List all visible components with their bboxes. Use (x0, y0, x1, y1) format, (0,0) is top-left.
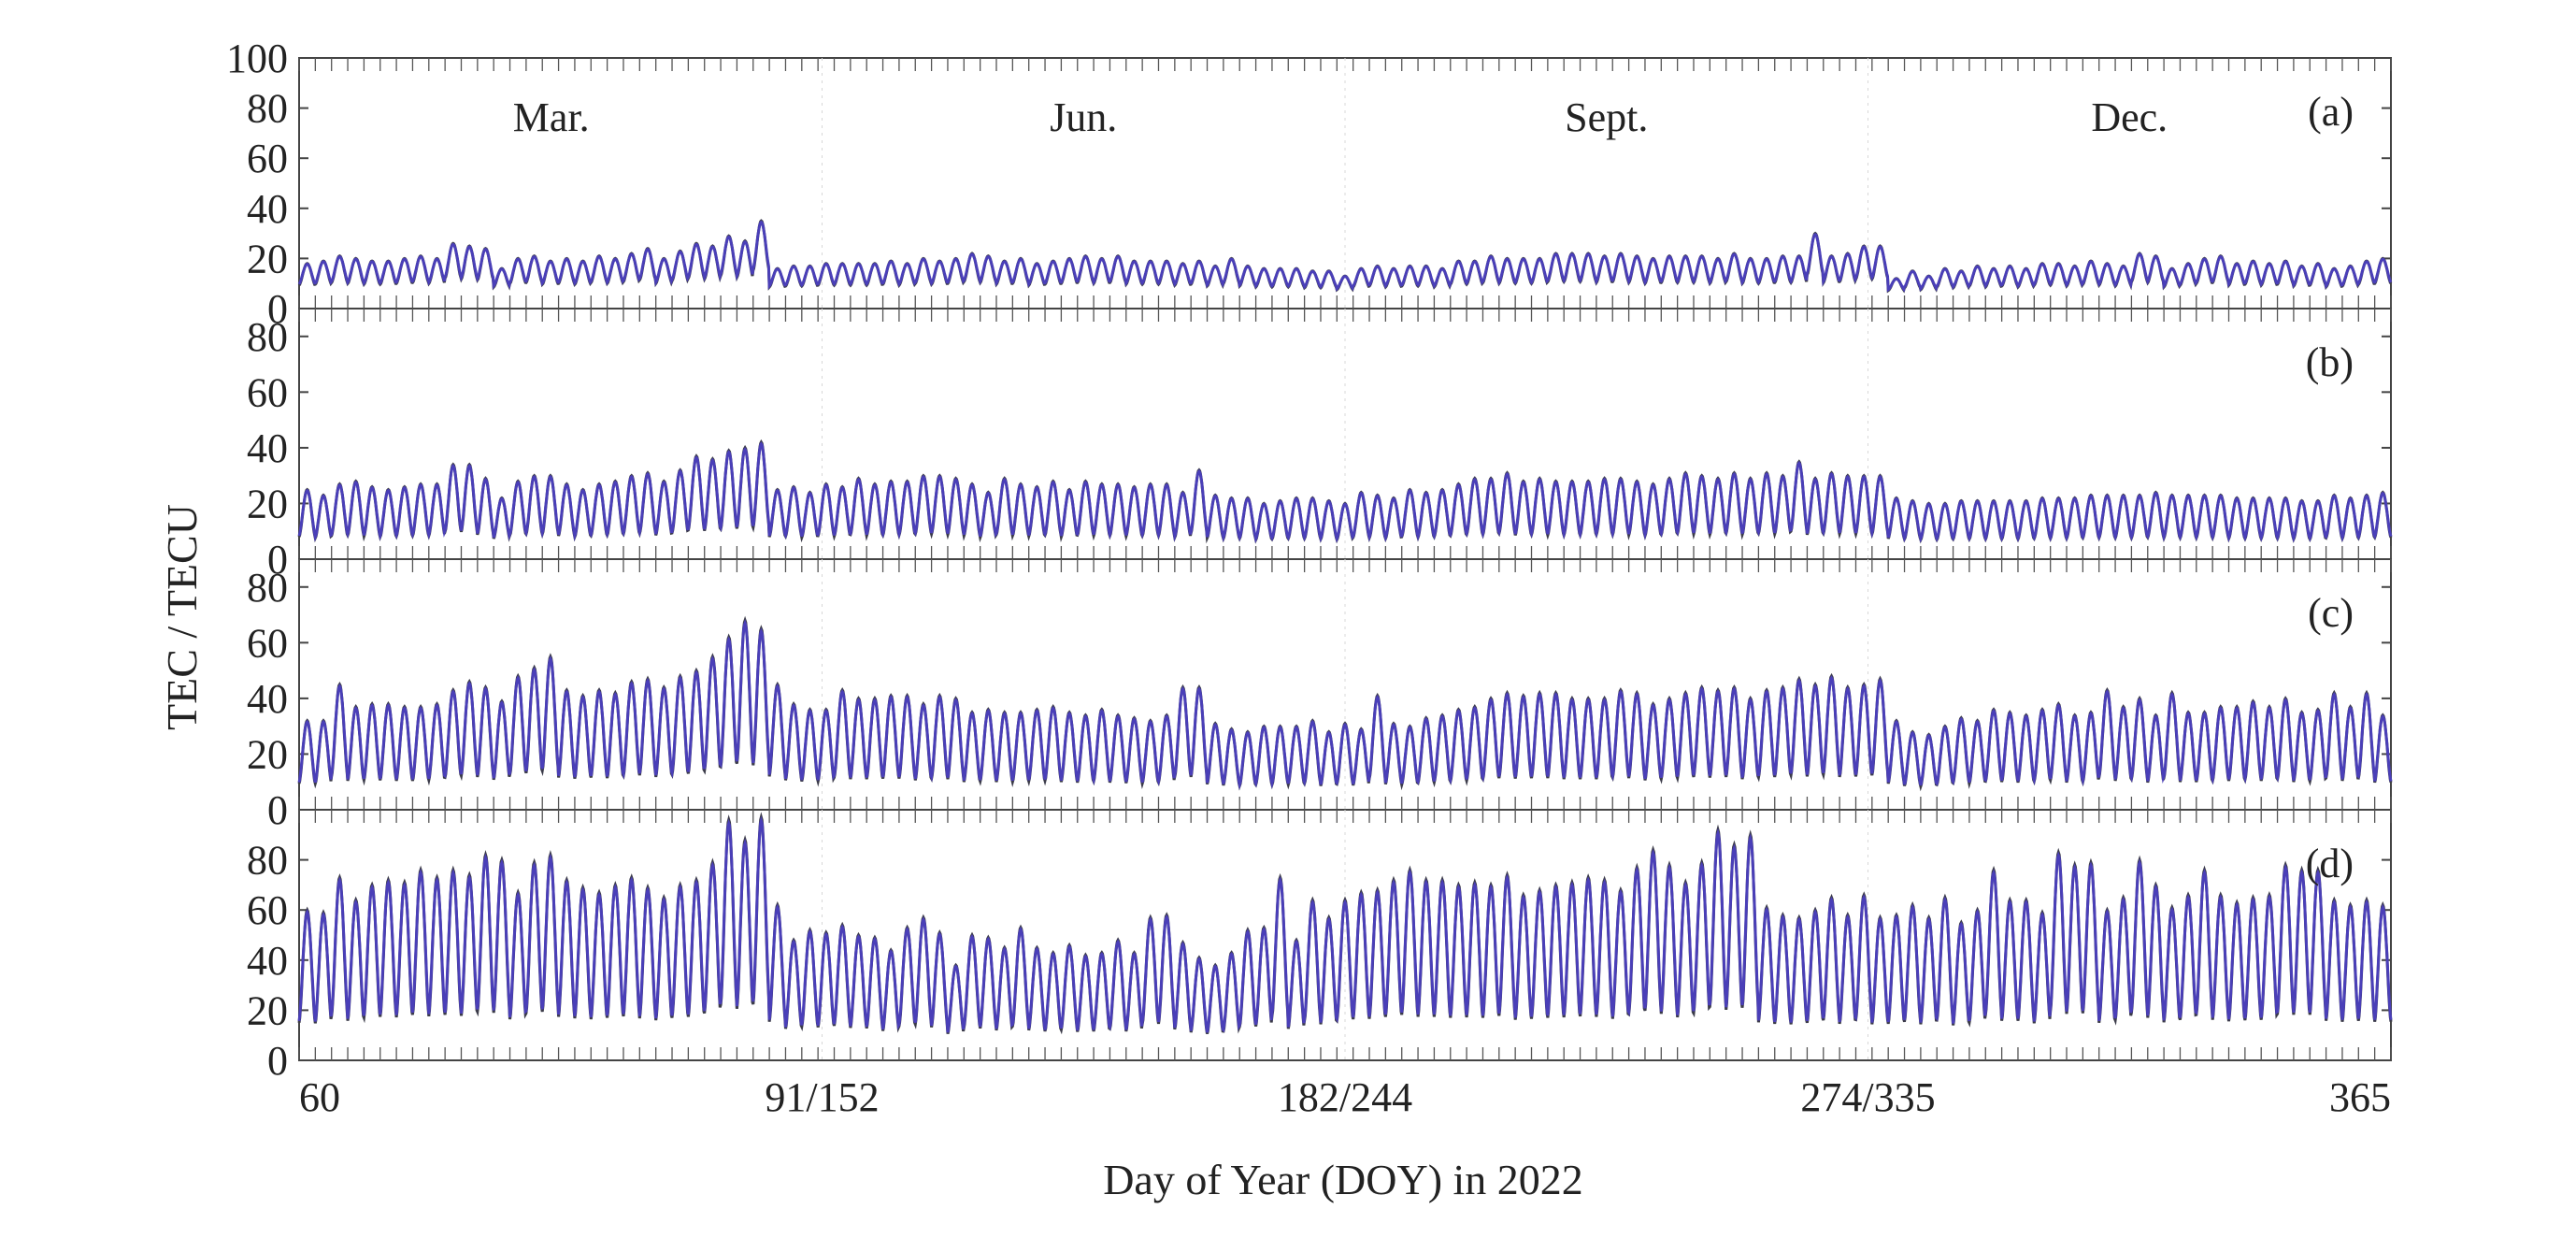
series-model (297, 220, 2393, 293)
x-axis: Day of Year (DOY) in 2022 60 91/152 182/24… (299, 1074, 2391, 1203)
panel-b: 0 20 40 60 80 (b) (247, 308, 2393, 583)
y-tick-label: 20 (247, 987, 288, 1033)
panel-label: (b) (2306, 339, 2354, 385)
month-label: Mar. (513, 94, 590, 140)
y-tick-label: 80 (247, 314, 288, 360)
y-tick-label: 20 (247, 236, 288, 281)
panel-c: 0 20 40 60 80 (c) (247, 558, 2393, 833)
y-tick-label: 0 (267, 286, 288, 332)
y-tick-label: 0 (267, 1038, 288, 1084)
y-tick-label: 40 (247, 938, 288, 984)
y-axis-title: TEC / TECU (158, 504, 206, 730)
y-tick-label: 60 (247, 887, 288, 933)
x-tick-label: 91/152 (765, 1074, 879, 1120)
y-tick-label: 60 (247, 369, 288, 415)
y-tick-label: 0 (267, 537, 288, 583)
y-tick-label: 60 (247, 136, 288, 181)
x-axis-title: Day of Year (DOY) in 2022 (1103, 1156, 1583, 1203)
panel-label: (c) (2308, 590, 2354, 636)
series-model (297, 815, 2393, 1033)
y-tick-label: 40 (247, 186, 288, 232)
y-tick-label: 60 (247, 620, 288, 666)
y-tick-label: 40 (247, 425, 288, 471)
y-tick-label: 20 (247, 731, 288, 777)
month-label: Jun. (1050, 94, 1117, 140)
y-tick-label: 80 (247, 565, 288, 611)
y-tick-label: 80 (247, 86, 288, 132)
y-tick-label: 0 (267, 787, 288, 833)
y-tick-label: 20 (247, 481, 288, 526)
panel-label: (d) (2306, 841, 2354, 886)
series-model (297, 619, 2393, 791)
month-label: Sept. (1565, 94, 1648, 140)
x-tick-label: 60 (299, 1074, 340, 1120)
y-tick-label: 40 (247, 676, 288, 722)
y-tick-label: 80 (247, 838, 288, 884)
x-tick-label: 365 (2329, 1074, 2391, 1120)
y-tick-label: 100 (226, 36, 288, 81)
x-tick-label: 182/244 (1278, 1074, 1412, 1120)
panel-label: (a) (2308, 89, 2354, 135)
x-tick-label: 274/335 (1800, 1074, 1935, 1120)
month-label: Dec. (2091, 94, 2168, 140)
series-model (297, 441, 2393, 544)
